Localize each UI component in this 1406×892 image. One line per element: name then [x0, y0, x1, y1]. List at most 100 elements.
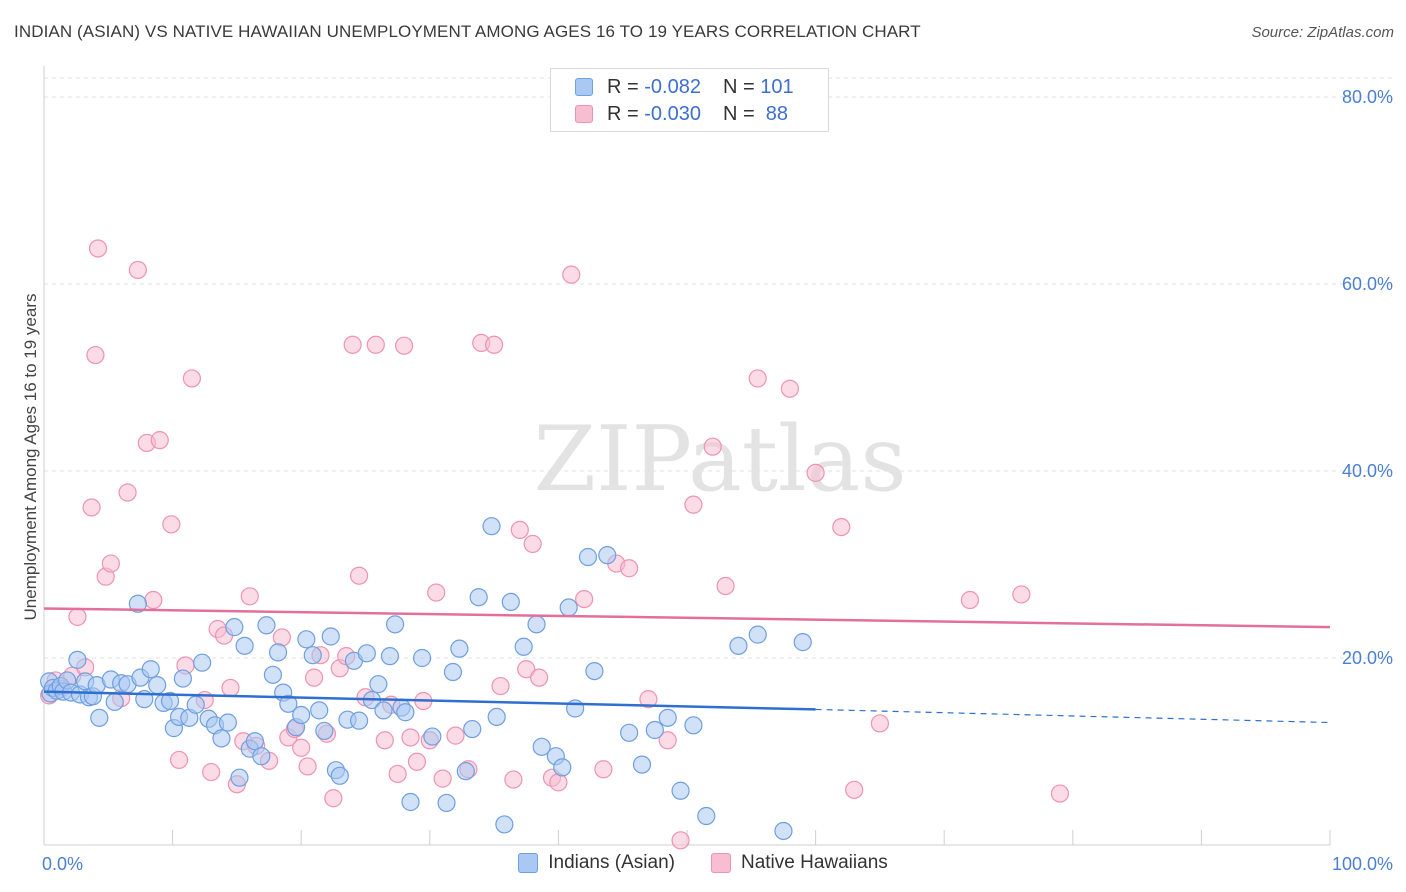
watermark: ZIPatlas [533, 407, 906, 512]
point-native-hawaiian [68, 607, 87, 626]
point-indian-asian [218, 713, 237, 732]
r-value-pink: -0.030 [644, 102, 701, 125]
point-indian-asian [559, 598, 578, 617]
point-indian-asian [148, 676, 167, 695]
x-tick-label: 0.0% [42, 854, 83, 874]
point-native-hawaiian [162, 515, 181, 534]
point-native-hawaiian [780, 379, 799, 398]
point-indian-asian [385, 615, 405, 634]
point-indian-asian [245, 732, 265, 751]
point-native-hawaiian [366, 335, 385, 354]
series-legend: Indians (Asian) Native Hawaiians [0, 852, 1406, 874]
trend-line-indian-asian [43, 690, 816, 711]
point-indian-asian [748, 625, 767, 644]
point-indian-asian [456, 762, 475, 781]
point-native-hawaiian [118, 483, 137, 502]
n-value-blue: 101 [760, 75, 794, 98]
point-indian-asian [321, 627, 340, 646]
point-indian-asian [90, 708, 109, 727]
point-native-hawaiian [485, 335, 504, 354]
point-indian-asian [357, 644, 376, 663]
point-native-hawaiian [292, 738, 311, 757]
point-indian-asian [105, 692, 124, 712]
legend-label-indians: Indians (Asian) [548, 852, 675, 873]
y-tick-label: 20.0% [1342, 648, 1393, 668]
blue-legend-swatch [518, 853, 539, 873]
point-native-hawaiian [703, 437, 722, 456]
point-native-hawaiian [523, 534, 542, 554]
point-indian-asian [396, 703, 415, 722]
point-native-hawaiian [272, 628, 292, 647]
point-indian-asian [225, 618, 244, 637]
point-native-hawaiian [298, 757, 317, 776]
point-native-hawaiian [658, 731, 677, 750]
r-label: R = [607, 102, 639, 125]
point-native-hawaiian [1012, 585, 1031, 604]
point-indian-asian [532, 737, 551, 756]
point-native-hawaiian [349, 566, 369, 585]
point-indian-asian [186, 695, 205, 714]
pink-legend-swatch [710, 853, 731, 873]
point-native-hawaiian [401, 728, 420, 747]
point-indian-asian [501, 592, 520, 612]
legend-row-blue: R = -0.082 N = 101 [575, 75, 794, 99]
point-indian-asian [578, 547, 598, 567]
point-native-hawaiian [343, 335, 362, 354]
n-label: N = [722, 75, 755, 98]
point-indian-asian [671, 781, 690, 800]
point-indian-asian [487, 707, 506, 727]
point-native-hawaiian [221, 678, 240, 698]
point-indian-asian [369, 675, 388, 694]
point-native-hawaiian [806, 463, 825, 482]
chart-title: INDIAN (ASIAN) VS NATIVE HAWAIIAN UNEMPL… [14, 22, 921, 41]
gridlines [44, 77, 1392, 659]
point-native-hawaiian [240, 587, 259, 606]
point-indian-asian [330, 766, 349, 785]
point-indian-asian [412, 648, 432, 668]
r-label: R = [607, 75, 639, 98]
point-indian-asian [482, 517, 501, 536]
point-native-hawaiian [88, 239, 108, 258]
point-indian-asian [374, 701, 393, 720]
point-indian-asian [469, 588, 488, 607]
point-native-hawaiian [594, 760, 613, 779]
point-indian-asian [315, 721, 334, 741]
tick-labels: 20.0% 40.0% 60.0% 80.0% 0.0% 100.0% [42, 87, 1393, 874]
point-native-hawaiian [388, 764, 407, 784]
point-indian-asian [645, 720, 664, 740]
point-native-hawaiian [427, 583, 446, 602]
point-indian-asian [774, 821, 793, 841]
points-blue [40, 517, 812, 841]
point-indian-asian [193, 653, 212, 672]
y-tick-label: 40.0% [1342, 461, 1393, 481]
point-native-hawaiian [562, 265, 581, 284]
trend-line-native-hawaiian [43, 607, 1331, 629]
point-indian-asian [620, 723, 639, 742]
point-native-hawaiian [549, 773, 568, 792]
point-indian-asian [598, 546, 617, 565]
point-native-hawaiian [182, 369, 201, 388]
point-indian-asian [437, 793, 456, 813]
trend-lines [43, 607, 1331, 724]
point-native-hawaiian [101, 554, 120, 573]
point-indian-asian [252, 747, 271, 766]
point-indian-asian [463, 719, 482, 739]
point-native-hawaiian [575, 589, 594, 609]
point-indian-asian [658, 708, 677, 727]
point-native-hawaiian [530, 668, 549, 687]
legend-row-pink: R = -0.030 N = 88 [575, 102, 788, 126]
point-indian-asian [173, 669, 192, 688]
point-native-hawaiian [639, 690, 658, 709]
point-indian-asian [697, 806, 716, 826]
point-indian-asian [292, 705, 311, 725]
point-native-hawaiian [394, 336, 414, 355]
point-native-hawaiian [671, 831, 690, 850]
point-native-hawaiian [433, 769, 452, 788]
point-native-hawaiian [82, 498, 101, 517]
pink-swatch [575, 105, 593, 123]
point-native-hawaiian [504, 770, 523, 789]
point-native-hawaiian [446, 726, 465, 745]
n-label: N = [722, 102, 755, 125]
y-axis-label: Unemployment Among Ages 16 to 19 years [21, 294, 40, 621]
